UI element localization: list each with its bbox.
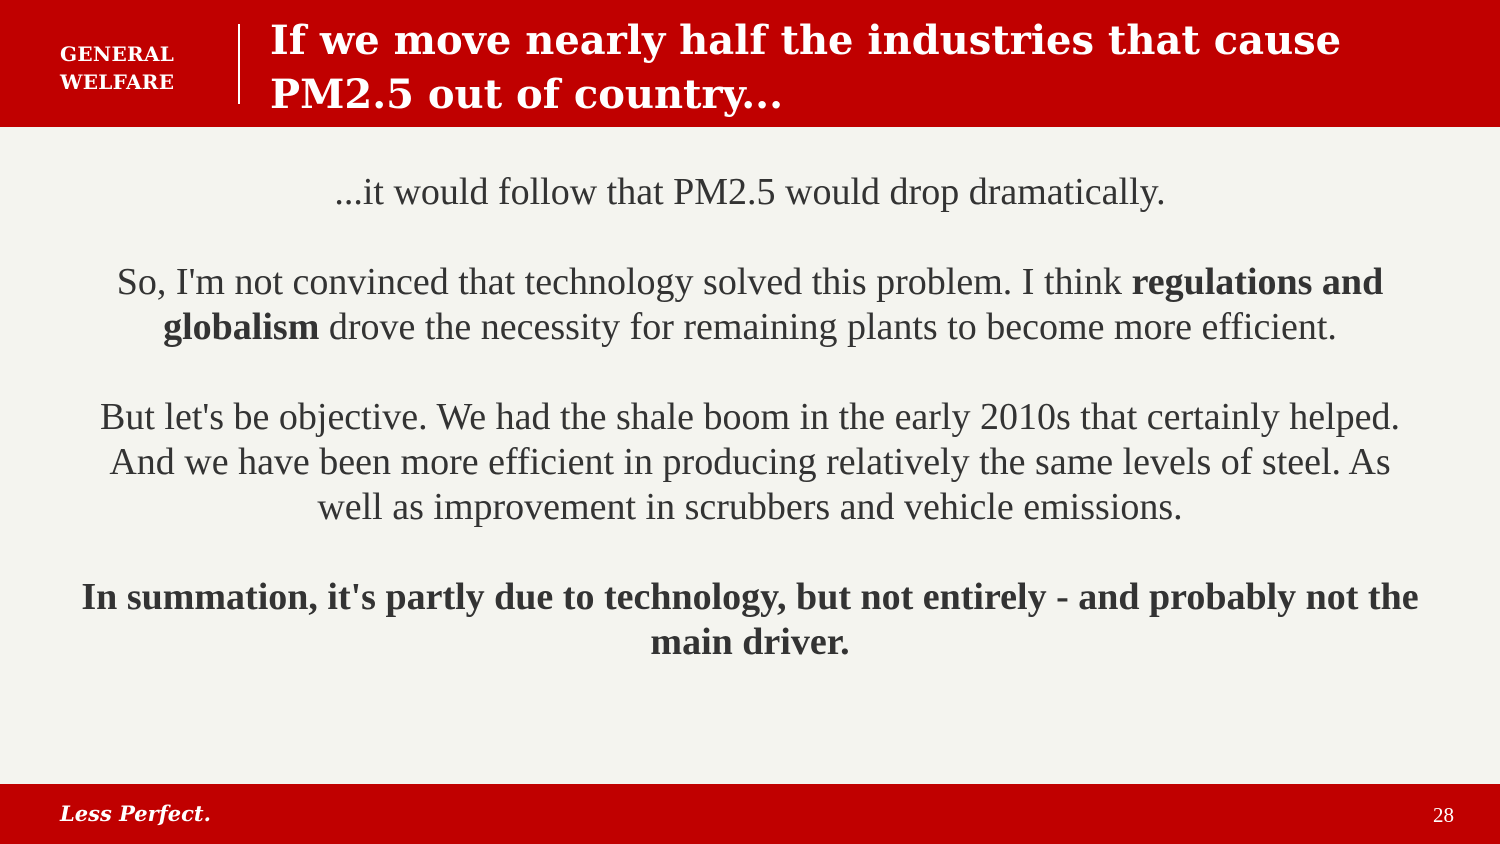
slide-title-line-1: If we move nearly half the industries th… [270,17,1342,64]
slide-title-line-2: PM2.5 out of country... [270,71,784,118]
paragraph-argument-text-end: drove the necessity for remaining plants… [319,306,1337,348]
slide-body: ...it would follow that PM2.5 would drop… [80,170,1420,665]
section-label: GENERAL WELFARE [60,40,230,96]
paragraph-argument: So, I'm not convinced that technology so… [80,260,1420,350]
slide-title: If we move nearly half the industries th… [270,14,1470,122]
footer-bar: Less Perfect. 28 [0,784,1500,844]
brand-name: Less Perfect. [60,801,211,826]
paragraph-argument-text-start: So, I'm not convinced that technology so… [116,261,1132,303]
section-label-line-2: WELFARE [60,70,175,94]
paragraph-summary: In summation, it's partly due to technol… [81,576,1419,663]
section-label-line-1: GENERAL [60,42,175,66]
header-bar: GENERAL WELFARE If we move nearly half t… [0,0,1500,127]
paragraph-argument-emphasis: regulations and globalism [163,261,1384,348]
header-divider [238,24,240,104]
page-number: 28 [1433,803,1454,827]
paragraph-intro: ...it would follow that PM2.5 would drop… [334,171,1166,213]
paragraph-objective: But let's be objective. We had the shale… [100,396,1400,528]
